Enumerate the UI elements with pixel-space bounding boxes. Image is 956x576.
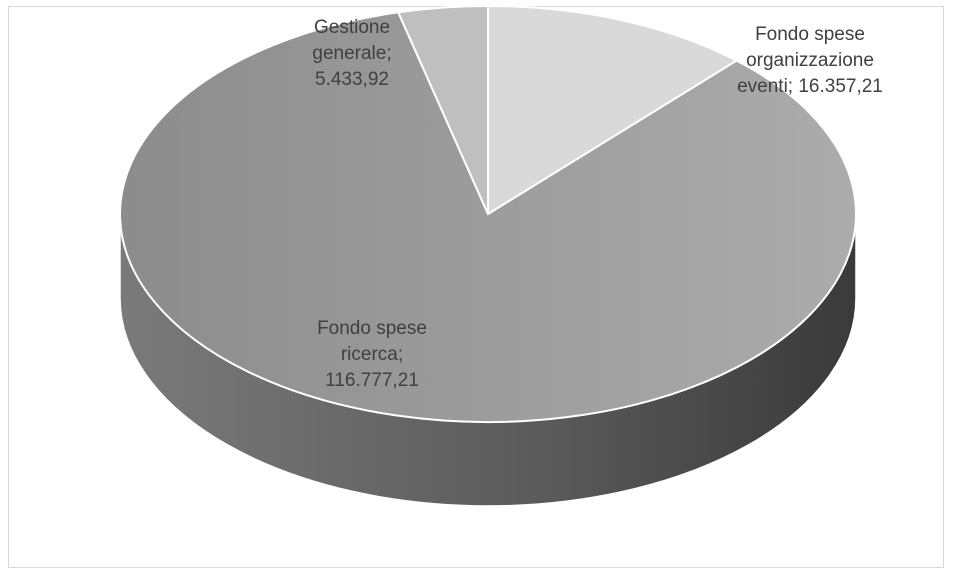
data-label-1: Fondo spese organizzazione eventi; 16.357,… — [737, 24, 883, 97]
data-label-2: Fondo spese ricerca; 116.777,21 — [317, 318, 427, 391]
data-label-line: eventi; 16.357,21 — [737, 76, 883, 97]
data-label-line: 116.777,21 — [325, 370, 419, 391]
data-label-line: ricerca; — [341, 344, 403, 365]
pie-layer — [119, 4, 857, 507]
data-label-line: Fondo spese — [317, 318, 427, 339]
data-label-line: Gestione — [314, 17, 390, 38]
pie-slice-2 — [119, 11, 857, 423]
data-label-line: organizzazione — [746, 50, 874, 71]
label-layer: Fondo spese organizzazione eventi; 16.357,… — [312, 17, 883, 391]
pie-slice-1 — [487, 4, 739, 216]
data-label-line: Fondo spese — [755, 24, 865, 45]
data-label-3: Gestione generale; 5.433,92 — [312, 17, 391, 90]
data-label-line: generale; — [312, 43, 391, 64]
pie-slice-3 — [396, 4, 489, 215]
data-label-line: 5.433,92 — [315, 69, 389, 90]
